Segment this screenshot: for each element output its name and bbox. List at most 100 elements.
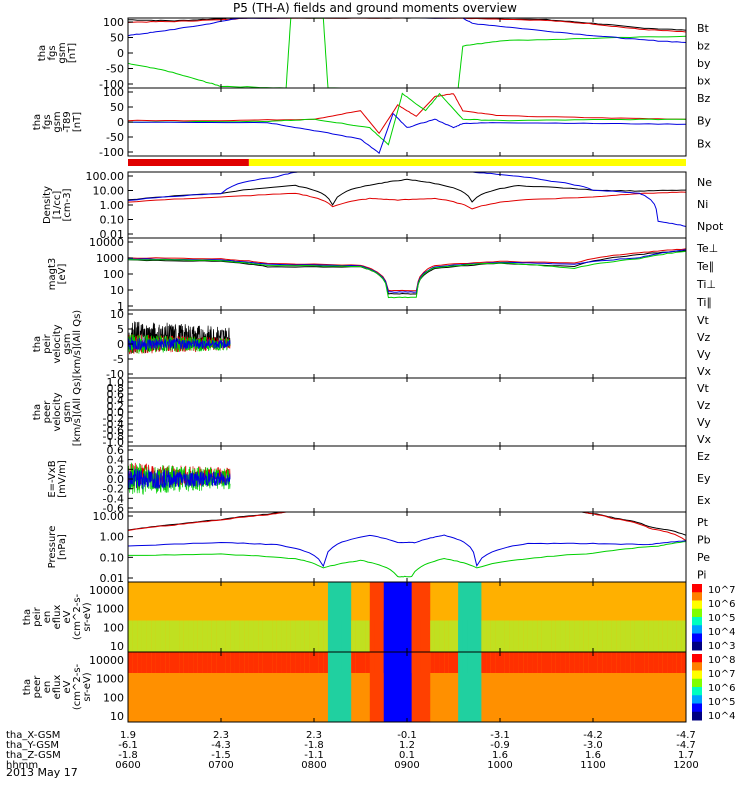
panel-9-ylabel: thapeerenefluxeV(cm^2-s-sr-eV) xyxy=(22,663,93,710)
y-tick-label: -10 xyxy=(106,368,124,381)
spec-col-low xyxy=(532,620,538,652)
spec-col xyxy=(379,582,385,652)
spec-col xyxy=(383,652,389,722)
spec-col xyxy=(411,652,417,722)
spec-col-low xyxy=(481,620,487,652)
spec-col xyxy=(648,652,655,722)
ylabel-line: [nT] xyxy=(72,112,83,132)
spec-col xyxy=(225,582,231,652)
ephem-value: -0.9 xyxy=(490,740,510,751)
spec-col xyxy=(369,582,376,652)
spec-col-low xyxy=(239,620,245,652)
colorbar-segment xyxy=(692,600,702,610)
spec-col-low xyxy=(379,620,385,652)
spec-col-high xyxy=(248,652,255,673)
legend-Te∥: Te∥ xyxy=(696,260,714,273)
spec-col-low xyxy=(165,620,171,652)
spec-col-high xyxy=(137,652,143,673)
spec-col-high xyxy=(160,652,166,673)
spec-col-high xyxy=(606,652,613,673)
spec-col-low xyxy=(276,620,283,652)
spec-col xyxy=(393,582,399,652)
spec-col xyxy=(574,582,580,652)
spec-col-high xyxy=(588,652,594,673)
spec-col-low xyxy=(434,620,441,652)
legend-Pe: Pe xyxy=(697,551,710,564)
spec-col-high xyxy=(523,652,529,673)
date-label: 2013 May 17 xyxy=(6,766,78,779)
spec-col-high xyxy=(495,652,501,673)
ylabel-line: gsm xyxy=(57,42,68,63)
ephem-value: 1.7 xyxy=(678,750,694,761)
spec-col-high xyxy=(234,652,241,673)
spec-col-low xyxy=(551,620,557,652)
spec-col-high xyxy=(541,652,548,673)
spec-col-high xyxy=(281,652,287,673)
spec-col xyxy=(658,652,664,722)
ephem-value: 1.6 xyxy=(585,750,601,761)
spec-col-high xyxy=(211,652,217,673)
spec-col xyxy=(518,582,524,652)
spec-col xyxy=(481,582,487,652)
ephem-label: tha_X-GSM xyxy=(6,730,60,741)
legend-Pb: Pb xyxy=(697,534,711,547)
y-tick-label: -5 xyxy=(113,353,124,366)
spec-col xyxy=(565,652,571,722)
spec-col-high xyxy=(625,652,631,673)
spec-col-low xyxy=(267,620,273,652)
colorbar-tick-label: 10^7 xyxy=(708,669,735,680)
ylabel-line: velocity xyxy=(52,324,63,363)
spec-col xyxy=(439,582,445,652)
spec-col xyxy=(560,652,566,722)
y-tick-label: -50 xyxy=(106,63,124,76)
spec-col-low xyxy=(513,620,520,652)
spec-col xyxy=(314,582,320,652)
spec-col-high xyxy=(653,652,659,673)
spec-col xyxy=(448,582,455,652)
y-tick-label: -0.2 xyxy=(103,412,124,425)
spec-col-low xyxy=(523,620,529,652)
spec-col-low xyxy=(630,620,636,652)
spec-col-low xyxy=(253,620,259,652)
spec-col-high xyxy=(476,652,482,673)
y-tick-label: 10 xyxy=(110,640,124,653)
spec-col-low xyxy=(611,620,617,652)
spec-col xyxy=(253,652,259,722)
spec-col xyxy=(537,652,543,722)
spec-col-high xyxy=(518,652,524,673)
spec-col xyxy=(583,582,589,652)
spec-col xyxy=(620,652,627,722)
spec-col xyxy=(128,582,134,652)
trace-by xyxy=(128,18,686,88)
panel-0-ylabel: thafgsgsm[nT] xyxy=(37,42,78,63)
legend-Ni: Ni xyxy=(697,198,708,211)
ylabel-line: [nT] xyxy=(67,43,78,63)
spec-col-low xyxy=(625,620,631,652)
spec-col-high xyxy=(611,652,617,673)
y-tick-label: 1000 xyxy=(96,252,124,265)
y-tick-label: 100.00 xyxy=(86,170,125,183)
ephem-value: -4.2 xyxy=(583,730,603,741)
spec-col-high xyxy=(420,652,427,673)
spec-col xyxy=(509,582,515,652)
spec-col xyxy=(160,582,166,652)
spec-col-low xyxy=(402,620,408,652)
spec-col-high xyxy=(341,652,348,673)
spec-col xyxy=(151,582,157,652)
spec-col xyxy=(644,652,650,722)
spec-col xyxy=(481,652,487,722)
colorbar-segment xyxy=(692,695,702,704)
ylabel-line: en xyxy=(42,681,53,694)
spec-col-high xyxy=(146,652,152,673)
ephem-value: 1000 xyxy=(487,760,512,771)
spec-col xyxy=(188,582,194,652)
trace-Npot xyxy=(128,172,686,227)
y-tick-label: -100 xyxy=(99,146,124,159)
spec-col xyxy=(458,582,464,652)
spec-col-low xyxy=(355,620,362,652)
spec-col-high xyxy=(295,652,301,673)
spec-col xyxy=(216,652,222,722)
ylabel-line: sr-eV) xyxy=(82,602,93,631)
spec-col xyxy=(169,582,176,652)
ephem-value: 1100 xyxy=(580,760,605,771)
